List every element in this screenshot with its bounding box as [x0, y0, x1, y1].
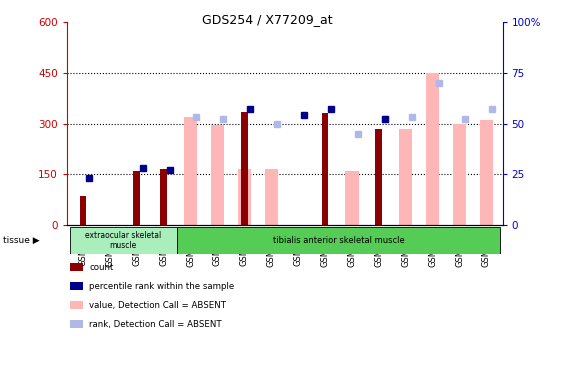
Bar [345, 171, 358, 225]
Bar [70, 227, 177, 254]
Bar [453, 123, 466, 225]
Bar [399, 128, 413, 225]
Bar [375, 128, 382, 225]
Bar [426, 73, 439, 225]
Text: tissue ▶: tissue ▶ [3, 236, 40, 245]
Text: rank, Detection Call = ABSENT: rank, Detection Call = ABSENT [89, 320, 222, 329]
Bar [134, 171, 140, 225]
Bar [480, 120, 493, 225]
Text: value, Detection Call = ABSENT: value, Detection Call = ABSENT [89, 301, 227, 310]
Bar [238, 169, 251, 225]
Bar [184, 117, 198, 225]
Bar [160, 169, 167, 225]
Text: tibialis anterior skeletal muscle: tibialis anterior skeletal muscle [272, 236, 404, 245]
Text: extraocular skeletal
muscle: extraocular skeletal muscle [85, 231, 162, 250]
Bar [80, 196, 87, 225]
Bar [241, 112, 248, 225]
Text: count: count [89, 263, 114, 272]
Bar [322, 113, 328, 225]
Bar [264, 169, 278, 225]
Bar [211, 125, 224, 225]
Bar [177, 227, 500, 254]
Text: GDS254 / X77209_at: GDS254 / X77209_at [202, 13, 332, 26]
Text: percentile rank within the sample: percentile rank within the sample [89, 282, 235, 291]
